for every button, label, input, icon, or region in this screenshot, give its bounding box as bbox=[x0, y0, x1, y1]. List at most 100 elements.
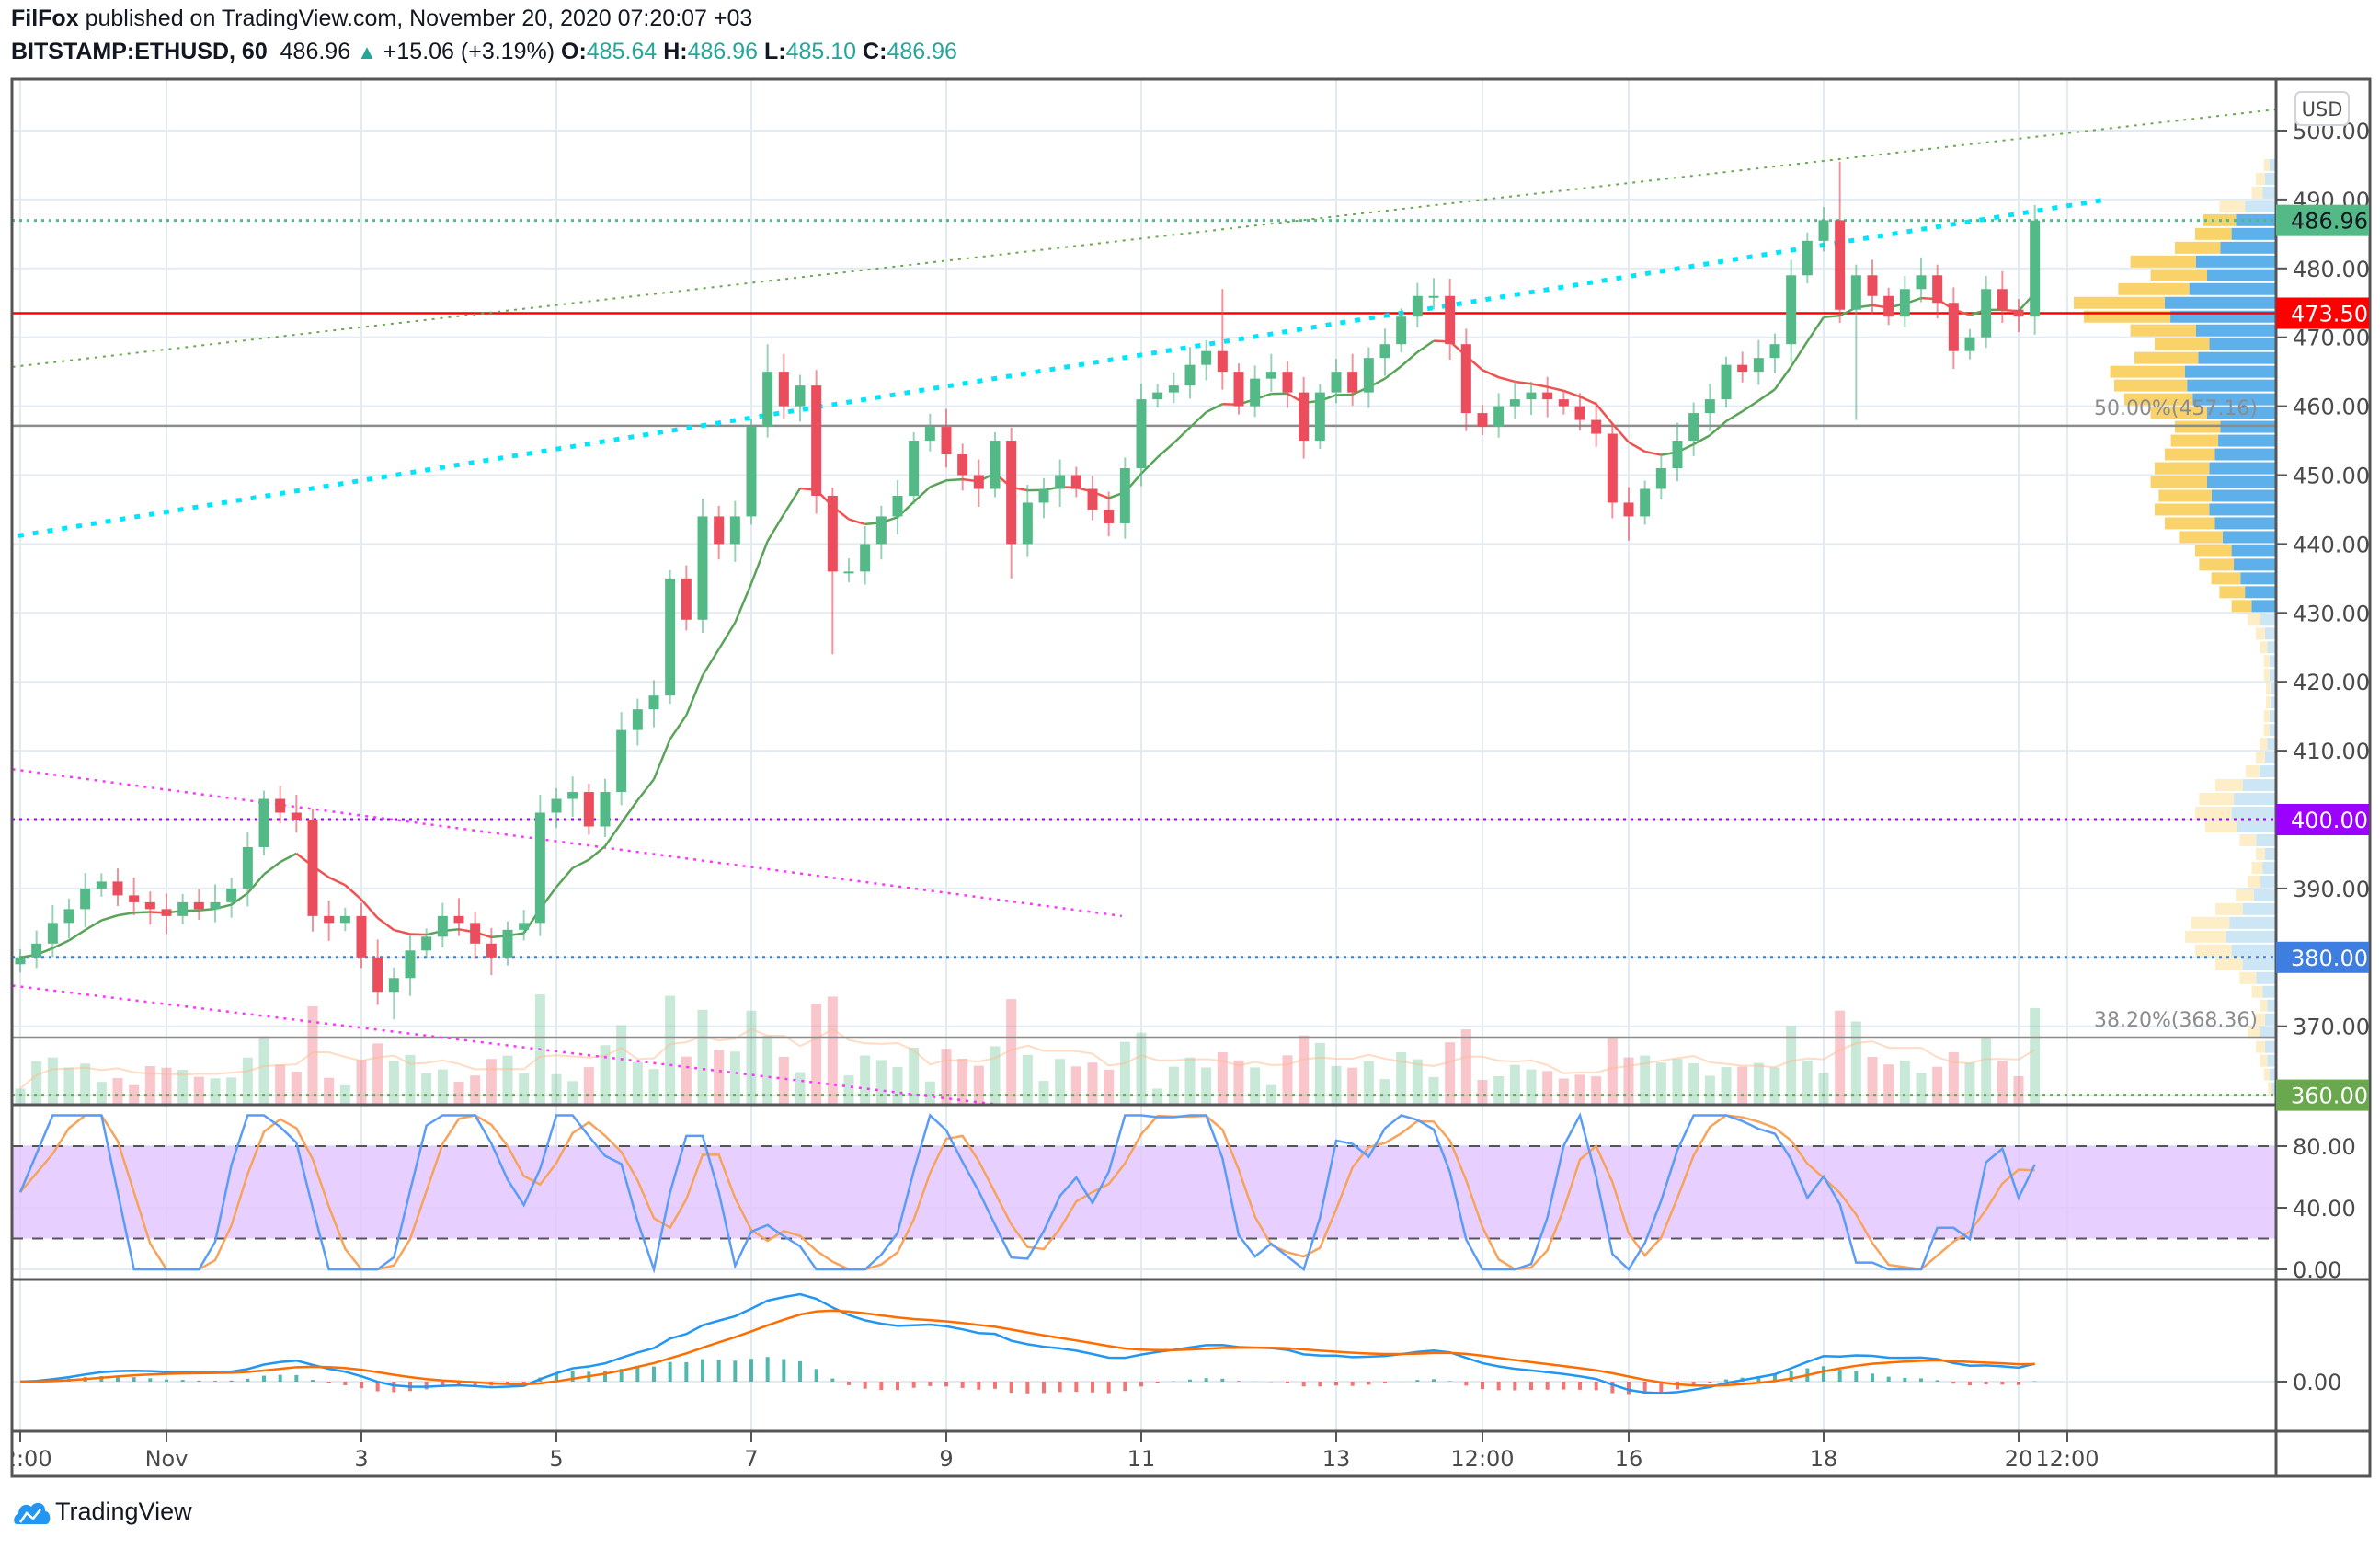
volume-bar bbox=[1055, 1059, 1066, 1104]
volume-bar bbox=[1591, 1076, 1602, 1104]
volume-profile-down-bar bbox=[2205, 820, 2237, 832]
volume-ma-line bbox=[19, 1027, 2036, 1090]
volume-profile-down-bar bbox=[2266, 683, 2271, 695]
time-tick-label: 20 bbox=[2005, 1446, 2033, 1472]
macd-histogram-bar bbox=[798, 1360, 803, 1382]
price-badge-400.00 bbox=[2276, 804, 2369, 835]
volume-profile-down-bar bbox=[2256, 847, 2265, 860]
symbol-label: BITSTAMP:ETHUSD, 60 bbox=[11, 39, 268, 64]
volume-bar bbox=[437, 1069, 448, 1104]
price-tick-label: 420.00 bbox=[2293, 670, 2370, 695]
macd-histogram-bar bbox=[424, 1382, 429, 1390]
volume-bar bbox=[827, 996, 838, 1104]
volume-profile-up-bar bbox=[2231, 227, 2275, 240]
volume-bar bbox=[600, 1045, 611, 1104]
volume-profile-up-bar bbox=[2269, 655, 2275, 668]
candle-body bbox=[729, 516, 740, 545]
volume-bar bbox=[875, 1060, 887, 1104]
volume-profile-down-bar bbox=[2199, 793, 2235, 806]
candle-body bbox=[1981, 289, 1992, 338]
volume-profile-down-bar bbox=[2268, 1082, 2272, 1095]
candle-body bbox=[1314, 392, 1325, 442]
volume-bar bbox=[665, 995, 676, 1104]
volume-bar bbox=[1070, 1066, 1081, 1104]
candle-body bbox=[80, 888, 91, 910]
macd-histogram-bar bbox=[1984, 1382, 1988, 1384]
stoch-d-line bbox=[19, 1114, 2035, 1271]
volume-profile-down-bar bbox=[2134, 351, 2199, 364]
candle-body bbox=[453, 915, 464, 924]
volume-bar bbox=[1916, 1073, 1927, 1104]
volume-bar bbox=[909, 1047, 920, 1104]
candle-body bbox=[567, 792, 578, 799]
volume-bar bbox=[1104, 1069, 1115, 1104]
macd-histogram-bar bbox=[2017, 1382, 2021, 1385]
publish-info: FilFox published on TradingView.com, Nov… bbox=[11, 6, 752, 32]
volume-profile-up-bar bbox=[2264, 1040, 2275, 1053]
author-name[interactable]: FilFox bbox=[11, 6, 79, 31]
candle-body bbox=[551, 798, 562, 813]
fib-labels: 50.00%(457.16) 38.20%(368.36) bbox=[2094, 397, 2258, 1032]
volume-profile-up-bar bbox=[2242, 958, 2275, 970]
volume-profile-up-bar bbox=[2264, 847, 2275, 860]
candle-body bbox=[1655, 468, 1666, 489]
ma-segment bbox=[1741, 399, 1760, 413]
volume-profile-up-bar bbox=[2262, 861, 2275, 874]
ma-segment bbox=[376, 917, 395, 932]
macd-histogram-bar bbox=[1968, 1382, 1973, 1386]
volume-profile-down-bar bbox=[2251, 186, 2263, 199]
price-axis[interactable]: 500.00490.00480.00470.00460.00450.00440.… bbox=[2276, 91, 2370, 1395]
macd-histogram-bar bbox=[441, 1382, 445, 1387]
volume-profile-up-bar bbox=[2259, 765, 2275, 778]
candle-body bbox=[226, 888, 237, 902]
volume-bar bbox=[1022, 1054, 1033, 1104]
ma-segment bbox=[1515, 380, 1532, 385]
ma-segment bbox=[603, 821, 623, 847]
price-badge-label: 486.96 bbox=[2291, 209, 2368, 235]
macd-histogram-bar bbox=[1025, 1382, 1030, 1394]
volume-bar bbox=[1688, 1063, 1699, 1104]
volume-profile-down-bar bbox=[2110, 365, 2185, 378]
macd-histogram-bar bbox=[765, 1357, 770, 1382]
candle-body bbox=[1087, 488, 1098, 510]
ma-segment bbox=[1595, 403, 1614, 425]
macd-histogram-bar bbox=[1496, 1382, 1501, 1391]
price-tick-label: 410.00 bbox=[2293, 739, 2370, 764]
candle-body bbox=[1184, 364, 1196, 386]
volume-profile-up-bar bbox=[2206, 269, 2275, 281]
candle-body bbox=[129, 895, 140, 902]
volume-profile-up-bar bbox=[2264, 1013, 2275, 1026]
price-badge-label: 360.00 bbox=[2291, 1084, 2368, 1109]
candle-body bbox=[1493, 406, 1505, 428]
moving-average bbox=[19, 292, 2036, 959]
volume-profile-up-bar bbox=[2262, 985, 2275, 998]
price-badge-473.50 bbox=[2276, 297, 2369, 329]
volume-profile-down-bar bbox=[2195, 944, 2232, 957]
close-label: C: bbox=[863, 39, 887, 64]
volume-profile-down-bar bbox=[2219, 200, 2246, 212]
volume-profile-up-bar bbox=[2184, 365, 2275, 378]
tradingview-logo[interactable]: TradingView bbox=[13, 1497, 192, 1526]
macd-histogram-bar bbox=[1627, 1382, 1631, 1395]
ma-segment bbox=[1693, 434, 1711, 446]
macd-histogram-bar bbox=[1286, 1382, 1290, 1383]
macd-histogram-bar bbox=[1691, 1382, 1696, 1386]
candle-body bbox=[632, 709, 643, 730]
stoch-tick-label: 0.00 bbox=[2293, 1257, 2341, 1283]
volume-profile-down-bar bbox=[2215, 902, 2243, 915]
macd-histogram-bar bbox=[278, 1374, 282, 1382]
candle-body bbox=[258, 798, 269, 847]
time-tick-label: 18 bbox=[1810, 1446, 1838, 1472]
candle-body bbox=[15, 957, 26, 965]
volume-bar bbox=[2030, 1007, 2041, 1104]
time-tick-label: Nov bbox=[145, 1446, 189, 1472]
macd-histogram-bar bbox=[1951, 1382, 1956, 1384]
volume-bar bbox=[1737, 1066, 1748, 1104]
macd-histogram-bar bbox=[603, 1371, 608, 1382]
candle-body bbox=[1948, 303, 1959, 351]
volume-profile-up-bar bbox=[2245, 200, 2275, 212]
stoch-k-line bbox=[18, 1112, 2036, 1274]
macd-histogram-bar bbox=[1871, 1373, 1875, 1382]
